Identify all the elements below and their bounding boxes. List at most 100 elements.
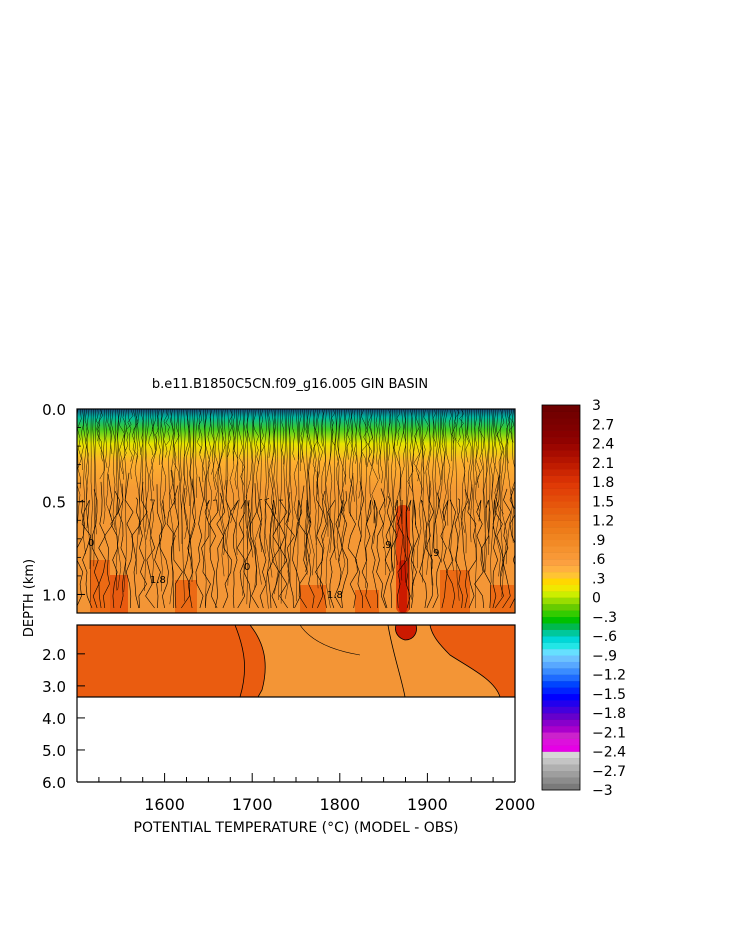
contour-label: 0: [88, 538, 94, 549]
contour-line: [502, 488, 512, 609]
contour-line: [384, 409, 388, 508]
colorbar-swatch: [542, 700, 580, 707]
lower-contour: [387, 625, 406, 697]
colorbar-swatch: [542, 546, 580, 553]
lower-panel-frame: [76, 624, 516, 698]
colorbar-swatch: [542, 424, 580, 431]
colorbar-swatch: [542, 648, 580, 656]
colorbar-label: 1.5: [592, 494, 614, 510]
colorbar-swatch: [542, 764, 580, 772]
contour-line: [98, 481, 106, 609]
contour-line: [102, 473, 114, 609]
contour-line: [154, 484, 163, 609]
colorbar-swatch: [542, 668, 580, 675]
y-tick-label: 5.0: [42, 742, 66, 760]
contour-line: [490, 409, 497, 583]
contour-line: [127, 409, 134, 462]
contour-line: [189, 409, 192, 570]
colorbar-swatch: [542, 488, 580, 496]
colorbar-swatch: [542, 526, 580, 534]
colorbar-frame: [541, 404, 581, 791]
contour-line: [494, 409, 502, 577]
contour-label: 0: [244, 562, 250, 573]
lower-panel: [76, 624, 516, 783]
upper-contour-lines: [77, 409, 515, 610]
colorbar-swatch: [542, 597, 580, 605]
contour-line: [445, 499, 456, 609]
colorbar-swatch: [542, 713, 580, 720]
contour-line: [509, 487, 515, 609]
colorbar-swatch: [542, 674, 580, 682]
contour-line: [380, 409, 384, 484]
contour-line: [187, 478, 196, 609]
contour-line: [137, 409, 142, 535]
colorbar-swatch: [542, 680, 580, 688]
colorbar-label: 2.7: [592, 417, 614, 433]
contour-line: [243, 499, 253, 609]
warm-patch: [175, 580, 197, 613]
contour-line: [236, 499, 246, 609]
contour-line: [138, 481, 148, 609]
contour-line: [510, 409, 515, 543]
contour-label: 1.8: [150, 575, 166, 586]
contour-line: [198, 409, 204, 483]
x-tick-label: 1600: [144, 795, 185, 814]
y-tick-label: 0.0: [42, 401, 66, 419]
colorbar-swatch: [542, 687, 580, 695]
colorbar-swatch: [542, 616, 580, 624]
contour-line: [109, 409, 113, 455]
colorbar-swatch: [542, 475, 580, 483]
contour-line: [396, 409, 401, 446]
colorbar-swatch: [542, 745, 580, 752]
contour-line: [483, 409, 488, 572]
contour-line: [375, 409, 378, 465]
contour-line: [81, 499, 93, 609]
contour-line: [232, 409, 236, 462]
colorbar-label: −1.5: [592, 687, 626, 703]
contour-line: [141, 409, 147, 592]
contour-line: [121, 409, 128, 480]
contour-line: [345, 409, 349, 485]
contour-line: [207, 409, 212, 521]
contour-line: [472, 409, 477, 609]
contour-line: [238, 409, 245, 487]
contour-line: [94, 409, 97, 535]
contour-line: [494, 475, 504, 609]
contour-line: [296, 409, 300, 602]
contour-line: [427, 409, 433, 569]
colorbar-swatch: [542, 417, 580, 425]
colorbar-swatch: [542, 443, 580, 451]
contour-line: [77, 409, 82, 489]
y-tick-label: 4.0: [42, 710, 66, 728]
contour-line: [505, 409, 513, 565]
contour-line: [400, 409, 407, 501]
y-tick-label: 3.0: [42, 678, 66, 696]
colorbar-swatch: [542, 571, 580, 579]
contour-line: [115, 409, 118, 591]
colorbar-swatch: [542, 584, 580, 592]
contour-line: [105, 409, 108, 469]
contour-line: [264, 409, 270, 609]
contour-line: [306, 499, 315, 609]
colorbar-swatch: [542, 469, 580, 476]
contour-line: [506, 409, 510, 464]
contour-line: [125, 409, 132, 451]
colorbar-swatch: [542, 507, 580, 515]
contour-line: [212, 409, 216, 490]
contour-line: [245, 409, 253, 550]
contour-line: [480, 409, 486, 572]
contour-line: [415, 409, 423, 569]
y-tick-label: 6.0: [42, 774, 66, 792]
contour-line: [250, 483, 259, 609]
contour-line: [193, 409, 195, 505]
contour-line: [391, 409, 394, 572]
colorbar-swatch: [542, 636, 580, 643]
contour-line: [382, 409, 387, 576]
contour-line: [235, 409, 240, 556]
contour-line: [360, 409, 368, 466]
contour-line: [313, 409, 317, 545]
colorbar-label: .3: [592, 571, 605, 587]
contour-line: [288, 409, 291, 523]
contour-line: [233, 409, 239, 490]
contour-line: [477, 409, 485, 488]
